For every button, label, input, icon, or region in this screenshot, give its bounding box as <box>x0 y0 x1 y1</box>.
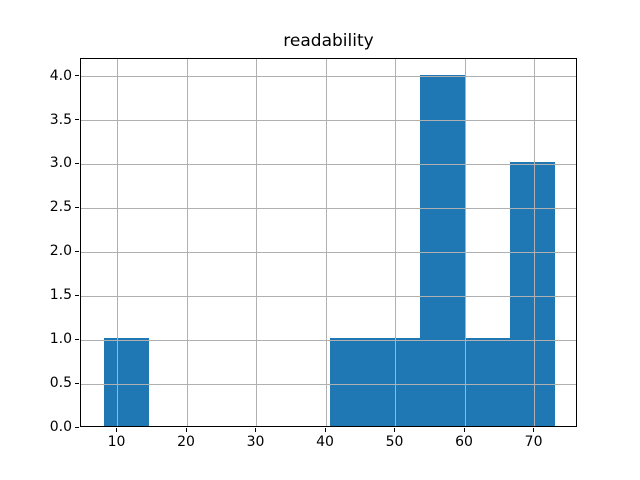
y-gridline <box>81 295 576 297</box>
y-tick-label: 0.5 <box>49 375 72 392</box>
histogram-bar <box>419 74 466 426</box>
histogram-bar <box>510 162 556 426</box>
x-tick <box>394 428 395 432</box>
y-tick <box>75 119 79 120</box>
y-tick <box>75 294 79 296</box>
y-tick-label: 3.0 <box>49 155 72 172</box>
y-tick <box>75 426 79 428</box>
y-gridline <box>81 120 576 121</box>
x-tick-label: 60 <box>455 434 473 450</box>
bars-layer <box>81 59 576 426</box>
y-gridline <box>81 251 576 253</box>
y-tick <box>75 382 79 384</box>
x-tick <box>116 428 117 432</box>
x-tick-label: 50 <box>385 434 404 450</box>
x-tick <box>463 428 465 432</box>
x-gridline <box>186 59 188 426</box>
histogram-bar <box>329 338 375 426</box>
grid-layer <box>81 59 576 426</box>
x-gridline <box>117 59 118 426</box>
plot-area <box>80 58 577 427</box>
y-gridline <box>81 76 576 78</box>
y-tick-label: 1.5 <box>49 287 72 304</box>
x-gridline <box>464 59 466 426</box>
x-gridline <box>395 59 396 426</box>
y-tick-label: 2.0 <box>49 243 72 260</box>
histogram-bar <box>374 338 420 426</box>
y-gridline <box>81 163 576 165</box>
x-gridline <box>534 59 536 426</box>
y-tick-label: 3.5 <box>49 111 72 128</box>
x-tick-label: 40 <box>316 434 334 450</box>
y-tick-label: 0.0 <box>49 419 72 435</box>
histogram-bar <box>103 338 149 426</box>
x-tick <box>533 428 535 432</box>
y-gridline <box>81 383 576 385</box>
x-tick-label: 30 <box>246 434 265 450</box>
y-gridline <box>81 207 576 209</box>
y-tick <box>75 75 79 77</box>
x-tick <box>255 428 256 432</box>
y-gridline <box>81 339 576 341</box>
y-tick-label: 4.0 <box>49 67 72 84</box>
y-tick <box>75 206 79 208</box>
y-tick <box>75 250 79 252</box>
y-tick-label: 2.5 <box>49 199 72 216</box>
histogram-bar <box>465 338 511 426</box>
x-gridline <box>325 59 327 426</box>
y-tick <box>75 162 79 164</box>
y-tick-label: 1.0 <box>49 331 72 348</box>
x-gridline <box>256 59 257 426</box>
chart-title: readability <box>283 31 374 51</box>
x-tick-label: 10 <box>107 434 126 450</box>
y-tick <box>75 338 79 340</box>
x-tick-label: 20 <box>177 434 195 450</box>
x-tick <box>324 428 326 432</box>
x-tick <box>185 428 187 432</box>
x-tick-label: 70 <box>524 434 543 450</box>
